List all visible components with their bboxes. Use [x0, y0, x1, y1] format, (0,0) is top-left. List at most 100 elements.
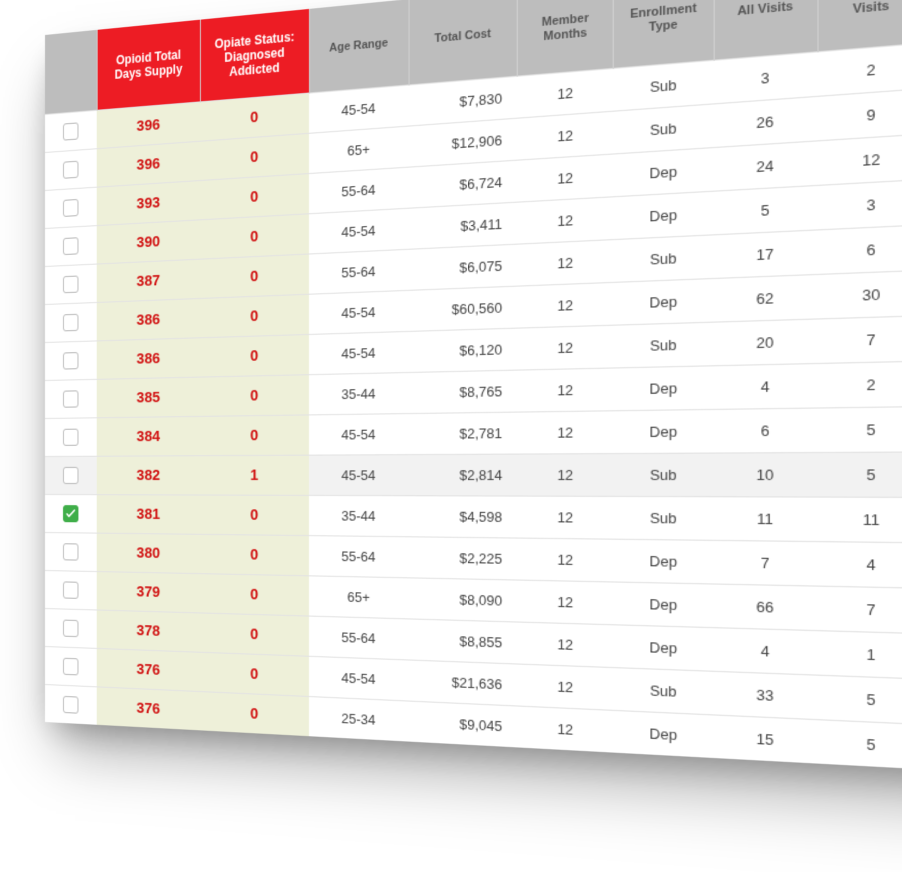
row-checkbox[interactable]	[63, 199, 78, 217]
cell-member_months: 12	[518, 283, 614, 329]
cell-member_months: 12	[518, 111, 614, 160]
row-checkbox[interactable]	[63, 505, 78, 522]
column-header[interactable]: Age Range	[309, 0, 409, 93]
column-header[interactable]: Physician Visits	[818, 0, 902, 52]
row-checkbox[interactable]	[63, 543, 78, 560]
cell-age_range: 55-64	[309, 616, 409, 660]
cell-opioid_days: 380	[97, 533, 201, 574]
cell-total_cost: $6,724	[409, 160, 518, 208]
row-checkbox[interactable]	[63, 237, 78, 255]
cell-total_cost: $6,120	[409, 328, 518, 372]
cell-all_visits: 5	[714, 186, 818, 235]
row-checkbox[interactable]	[63, 467, 78, 484]
row-checkbox-cell	[45, 380, 97, 419]
cell-all_visits: 4	[714, 364, 818, 410]
cell-opiate_status: 0	[201, 574, 309, 616]
column-header[interactable]: Total Cost	[409, 0, 518, 85]
cell-member_months: 12	[518, 706, 614, 753]
row-checkbox[interactable]	[63, 429, 78, 446]
cell-age_range: 55-64	[309, 536, 409, 578]
cell-opioid_days: 393	[97, 181, 201, 226]
cell-physician_visits: 11	[818, 497, 902, 543]
cell-opioid_days: 387	[97, 259, 201, 302]
cell-physician_visits: 5	[818, 675, 902, 724]
cell-opiate_status: 0	[201, 214, 309, 259]
cell-opiate_status: 0	[201, 652, 309, 696]
cell-member_months: 12	[518, 622, 614, 668]
cell-physician_visits: 5	[818, 452, 902, 497]
cell-physician_visits: 1	[818, 631, 902, 680]
cell-opiate_status: 0	[201, 134, 309, 181]
cell-all_visits: 33	[714, 672, 818, 720]
row-checkbox[interactable]	[63, 352, 78, 370]
column-header[interactable]: Enrollment Type	[614, 0, 714, 69]
row-checkbox[interactable]	[63, 696, 78, 714]
table-row[interactable]: 382145-54$2,81412Sub105510	[45, 450, 902, 498]
cell-enrollment_type: Dep	[614, 148, 714, 197]
cell-enrollment_type: Dep	[614, 625, 714, 672]
cell-physician_visits: 2	[818, 361, 902, 408]
cell-member_months: 12	[518, 496, 614, 539]
row-checkbox-cell	[45, 187, 97, 228]
row-checkbox-cell	[45, 264, 97, 304]
row-checkbox-cell	[45, 685, 97, 725]
row-checkbox-cell	[45, 456, 97, 494]
row-checkbox-cell	[45, 226, 97, 267]
cell-opioid_days: 390	[97, 220, 201, 264]
cell-age_range: 35-44	[309, 496, 409, 537]
cell-all_visits: 24	[714, 141, 818, 191]
cell-enrollment_type: Sub	[614, 235, 714, 283]
cell-opioid_days: 386	[97, 299, 201, 341]
cell-total_cost: $8,090	[409, 578, 518, 622]
data-table-card: Opioid Total Days SupplyOpiate Status: D…	[45, 0, 902, 789]
row-checkbox[interactable]	[63, 582, 78, 599]
column-header[interactable]: All Visits	[714, 0, 818, 61]
row-checkbox[interactable]	[63, 123, 78, 141]
cell-opioid_days: 376	[97, 687, 201, 731]
cell-enrollment_type: Dep	[614, 191, 714, 239]
cell-age_range: 65+	[309, 576, 409, 619]
cell-enrollment_type: Dep	[614, 582, 714, 628]
row-checkbox-cell	[45, 418, 97, 457]
cell-opiate_status: 1	[201, 455, 309, 495]
cell-age_range: 55-64	[309, 249, 409, 294]
cell-opioid_days: 396	[97, 141, 201, 187]
cell-all_visits: 3	[714, 52, 818, 104]
cell-opiate_status: 0	[201, 613, 309, 656]
cell-total_cost: $9,045	[409, 701, 518, 747]
column-header[interactable]: Member Months	[518, 0, 614, 76]
cell-member_months: 12	[518, 154, 614, 202]
cell-member_months: 12	[518, 538, 614, 582]
cell-member_months: 12	[518, 664, 614, 710]
row-checkbox[interactable]	[63, 391, 78, 408]
row-checkbox[interactable]	[63, 314, 78, 332]
cell-opioid_days: 378	[97, 610, 201, 652]
column-header[interactable]: Opioid Total Days Supply	[97, 20, 201, 111]
row-checkbox[interactable]	[63, 658, 78, 676]
cell-total_cost: $12,906	[409, 118, 518, 167]
row-checkbox-cell	[45, 110, 97, 152]
cell-age_range: 45-54	[309, 455, 409, 496]
cell-physician_visits: 2	[818, 43, 902, 96]
row-checkbox-cell	[45, 303, 97, 343]
row-checkbox[interactable]	[63, 161, 78, 179]
cell-opiate_status: 0	[201, 254, 309, 298]
cell-physician_visits: 4	[818, 542, 902, 589]
cell-physician_visits: 9	[818, 89, 902, 141]
row-checkbox-cell	[45, 495, 97, 534]
cell-member_months: 12	[518, 454, 614, 497]
cell-age_range: 35-44	[309, 373, 409, 415]
cell-opiate_status: 0	[201, 375, 309, 417]
column-header[interactable]: Opiate Status: Diagnosed Addicted	[201, 9, 309, 102]
row-checkbox[interactable]	[63, 620, 78, 638]
cell-physician_visits: 7	[818, 586, 902, 634]
cell-opioid_days: 379	[97, 572, 201, 613]
cell-member_months: 12	[518, 197, 614, 244]
column-header[interactable]	[45, 30, 97, 115]
cell-age_range: 45-54	[309, 85, 409, 133]
row-checkbox-cell	[45, 533, 97, 572]
cell-opiate_status: 0	[201, 415, 309, 456]
row-checkbox[interactable]	[63, 276, 78, 294]
cell-all_visits: 4	[714, 628, 818, 676]
cell-total_cost: $2,814	[409, 454, 518, 496]
